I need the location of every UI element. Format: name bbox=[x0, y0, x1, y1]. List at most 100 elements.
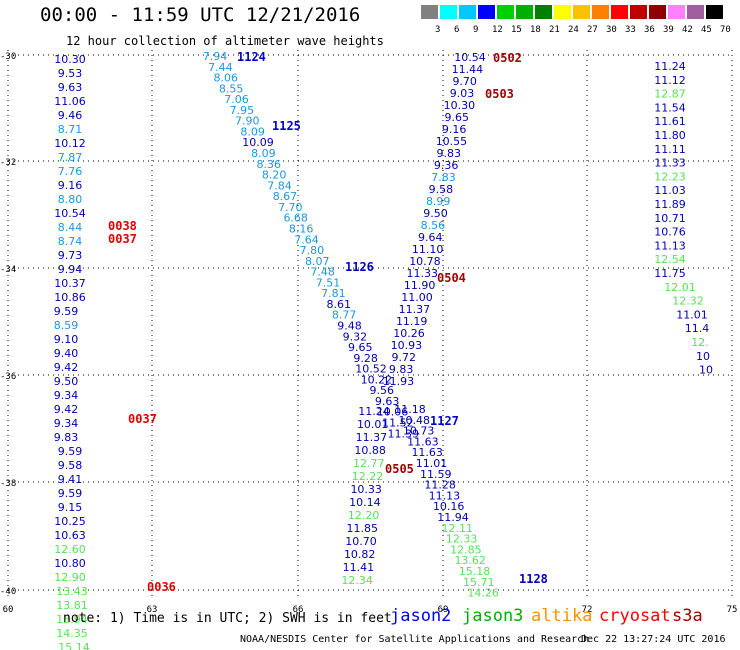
wave-height-value: 10.70 bbox=[345, 535, 377, 548]
wave-height-value: 8.74 bbox=[58, 235, 83, 248]
wave-height-value: 11.80 bbox=[654, 129, 686, 142]
wave-height-value: 10.86 bbox=[54, 291, 86, 304]
wave-height-value: 12. bbox=[691, 336, 709, 349]
wave-height-value: 9.42 bbox=[54, 403, 79, 416]
wave-height-value: 15.18 bbox=[459, 565, 491, 578]
satellite-cryosat: cryosat bbox=[599, 606, 671, 626]
wave-height-value: 9.64 bbox=[418, 231, 443, 244]
wave-height-value: 9.40 bbox=[54, 347, 79, 360]
legend-swatch bbox=[611, 5, 628, 19]
legend-swatch bbox=[421, 5, 438, 19]
lat-label: -38 bbox=[0, 479, 16, 489]
wave-height-value: 9.58 bbox=[429, 183, 454, 196]
lon-label: 66 bbox=[293, 605, 304, 615]
legend-label: 21 bbox=[549, 25, 560, 35]
wave-height-value: 11.19 bbox=[396, 315, 428, 328]
pass-time-label: 1124 bbox=[237, 50, 266, 64]
wave-height-value: 9.46 bbox=[58, 109, 83, 122]
wave-height-value: 11.90 bbox=[404, 279, 436, 292]
wave-height-value: 8.56 bbox=[421, 219, 446, 232]
wave-height-value: 9.16 bbox=[442, 123, 467, 136]
wave-height-value: 7.51 bbox=[316, 276, 341, 289]
wave-height-value: 14.35 bbox=[56, 627, 88, 640]
legend-label: 18 bbox=[530, 25, 541, 35]
wave-height-value: 11.41 bbox=[343, 561, 375, 574]
legend-swatch bbox=[687, 5, 704, 19]
wave-height-value: 11.12 bbox=[654, 74, 686, 87]
wave-height-value: 12.33 bbox=[446, 533, 478, 546]
wave-height-value: 8.71 bbox=[58, 123, 83, 136]
wave-height-value: 10.30 bbox=[444, 99, 476, 112]
wave-height-value: 10.82 bbox=[344, 548, 376, 561]
wave-height-value: 11.37 bbox=[399, 303, 431, 316]
wave-height-value: 12.60 bbox=[54, 543, 86, 556]
legend-swatch bbox=[535, 5, 552, 19]
lat-label: -30 bbox=[0, 52, 16, 62]
wave-height-value: 9.63 bbox=[375, 395, 400, 408]
wave-height-value: 11.18 bbox=[394, 403, 426, 416]
wave-height-value: 11.54 bbox=[654, 101, 686, 114]
legend-label: 3 bbox=[435, 25, 441, 35]
pass-time-label: 1127 bbox=[430, 414, 459, 428]
wave-height-value: 9.41 bbox=[58, 473, 83, 486]
wave-height-value: 7.83 bbox=[431, 171, 456, 184]
wave-height-value: 8.16 bbox=[289, 222, 314, 235]
legend-swatch bbox=[497, 5, 514, 19]
map-subtitle: 12 hour collection of altimeter wave hei… bbox=[66, 34, 384, 48]
wave-height-value: 14.26 bbox=[467, 587, 499, 600]
wave-height-value: 9.59 bbox=[58, 487, 83, 500]
wave-height-value: 11.93 bbox=[383, 375, 415, 388]
wave-height-value: 8.06 bbox=[214, 72, 239, 85]
satellite-jason3: jason3 bbox=[462, 606, 524, 626]
wave-height-value: 9.83 bbox=[389, 363, 414, 376]
wave-height-value: 9.53 bbox=[58, 67, 83, 80]
wave-height-value: 10.54 bbox=[54, 207, 86, 220]
legend-label: 15 bbox=[511, 25, 522, 35]
wave-height-value: 9.70 bbox=[452, 75, 477, 88]
wave-height-value: 8.55 bbox=[219, 82, 244, 95]
wave-height-value: 7.44 bbox=[208, 61, 233, 74]
wave-height-value: 12.22 bbox=[352, 470, 384, 483]
wave-height-value: 9.63 bbox=[58, 81, 83, 94]
wave-height-value: 9.34 bbox=[54, 417, 79, 430]
pass-time-label: 0503 bbox=[485, 87, 514, 101]
wave-height-value: 8.09 bbox=[240, 125, 265, 138]
pass-time-label: 0038 bbox=[108, 219, 137, 233]
wave-height-value: 11.59 bbox=[420, 468, 452, 481]
wave-height-value: 11.06 bbox=[54, 95, 86, 108]
wave-height-value: 10.78 bbox=[409, 255, 441, 268]
wave-height-value: 11.39 bbox=[388, 427, 420, 440]
legend-swatch bbox=[554, 5, 571, 19]
wave-height-value: 7.64 bbox=[294, 233, 319, 246]
legend-swatch bbox=[440, 5, 457, 19]
legend-label: 27 bbox=[587, 25, 598, 35]
pass-time-label: 1128 bbox=[519, 572, 548, 586]
wave-height-value: 15.71 bbox=[463, 576, 495, 589]
legend-swatch bbox=[630, 5, 647, 19]
wave-height-value: 11.37 bbox=[356, 431, 388, 444]
wave-height-value: 12.90 bbox=[54, 571, 86, 584]
wave-height-value: 12.34 bbox=[341, 574, 373, 587]
pass-time-label: 1125 bbox=[272, 119, 301, 133]
wave-height-value: 11.28 bbox=[424, 479, 456, 492]
wave-height-value: 8.20 bbox=[262, 169, 287, 182]
legend-swatch bbox=[592, 5, 609, 19]
pass-time-label: 0502 bbox=[493, 51, 522, 65]
wave-height-value: 13.43 bbox=[56, 585, 88, 598]
lon-label: 69 bbox=[438, 605, 449, 615]
wave-height-value: 13.62 bbox=[454, 554, 486, 567]
wave-height-value: 13.81 bbox=[56, 599, 88, 612]
wave-height-value: 7.90 bbox=[235, 115, 260, 128]
wave-height-value: 11.44 bbox=[452, 63, 484, 76]
lon-label: 60 bbox=[3, 605, 14, 615]
wave-height-value: 10.55 bbox=[436, 135, 468, 148]
legend-label: 33 bbox=[625, 25, 636, 35]
wave-height-value: 10.22 bbox=[361, 373, 393, 386]
wave-height-value: 9.83 bbox=[437, 147, 462, 160]
pass-time-label: 0036 bbox=[147, 580, 176, 594]
legend-label: 6 bbox=[454, 25, 460, 35]
wave-height-value: 9.59 bbox=[54, 305, 79, 318]
wave-height-value: 7.84 bbox=[267, 179, 292, 192]
wave-height-value: 10.71 bbox=[654, 212, 686, 225]
wave-height-value: 9.34 bbox=[54, 389, 79, 402]
